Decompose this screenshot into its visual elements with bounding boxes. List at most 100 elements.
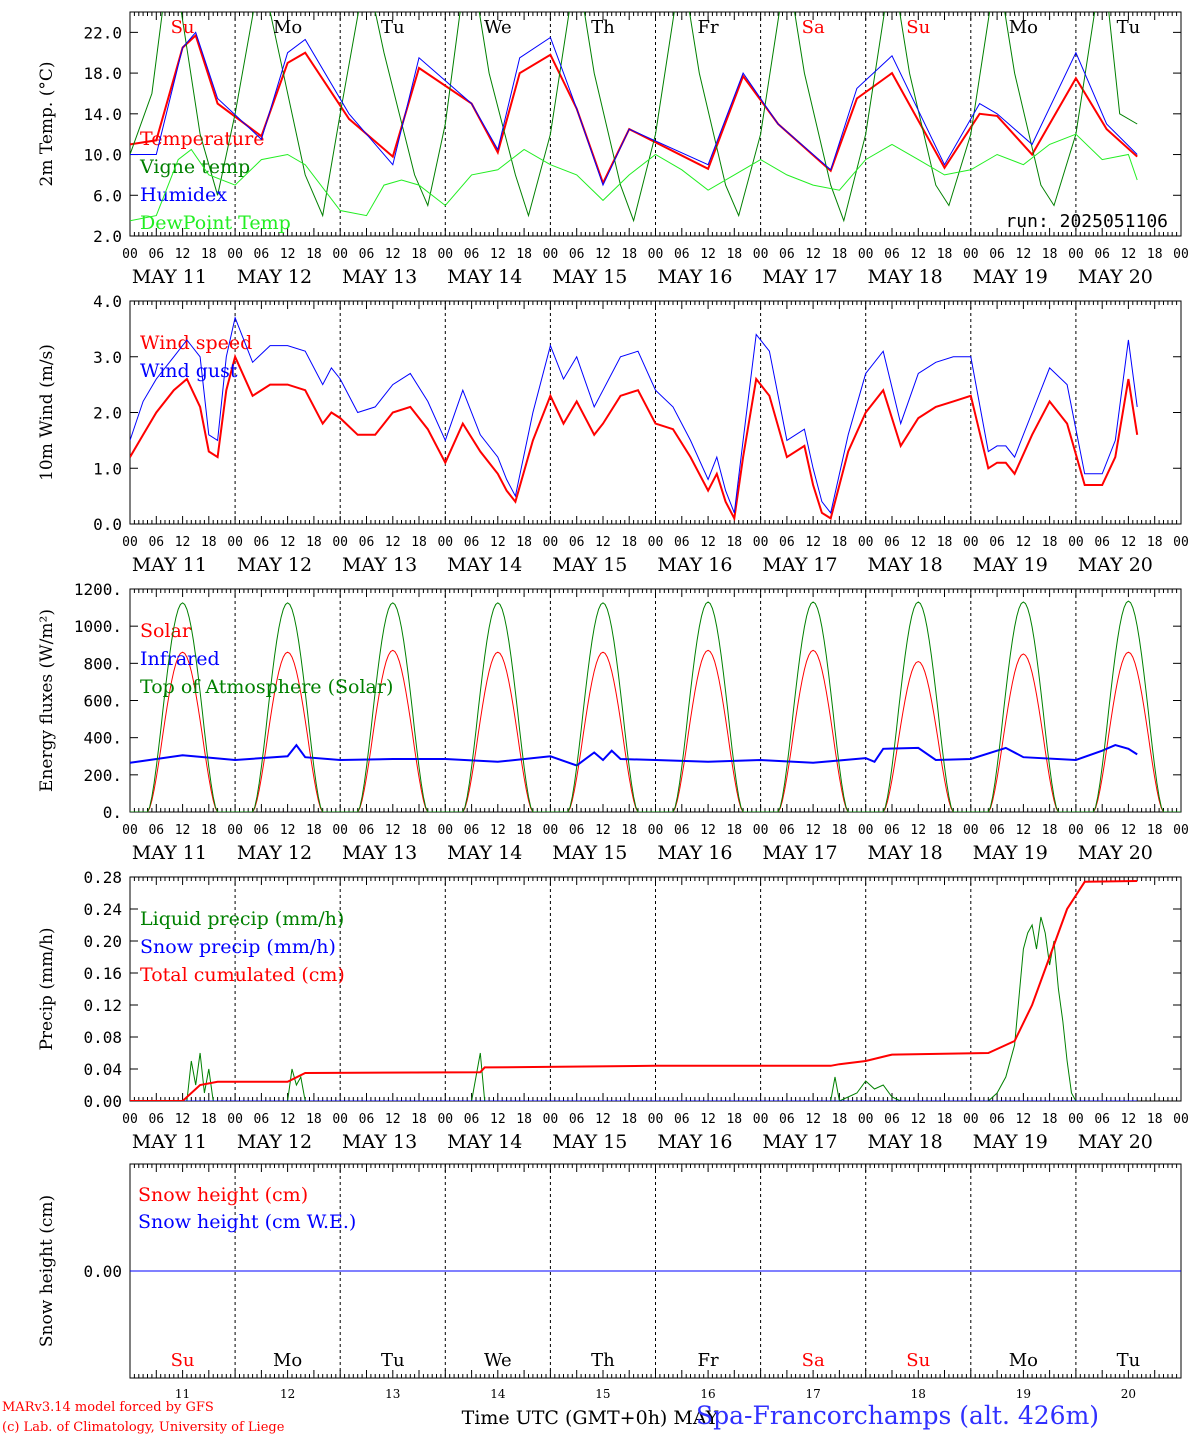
x-date-label: MAY 16 — [657, 554, 732, 576]
x-hour-tick-label: 18 — [832, 823, 848, 838]
x-hour-tick-label: 18 — [306, 247, 322, 262]
x-hour-tick-label: 06 — [359, 535, 375, 550]
x-hour-tick-label: 00 — [1173, 823, 1189, 838]
y-tick-label: 600. — [83, 692, 122, 711]
x-hour-tick-label: 18 — [1042, 247, 1058, 262]
x-hour-tick-label: 12 — [1121, 1112, 1137, 1127]
y-axis-label: Snow height (cm) — [37, 1195, 57, 1347]
x-hour-tick-label: 06 — [148, 823, 164, 838]
x-hour-tick-label: 12 — [490, 247, 506, 262]
x-hour-tick-label: 18 — [201, 535, 217, 550]
legend-entry: Humidex — [140, 184, 227, 206]
x-hour-tick-label: 00 — [437, 1112, 453, 1127]
x-date-label: MAY 19 — [973, 266, 1048, 288]
x-hour-tick-label: 06 — [1094, 535, 1110, 550]
series-line-solar — [130, 649, 1181, 812]
x-hour-tick-label: 06 — [464, 1112, 480, 1127]
legend-entry: Vigne temp — [139, 156, 250, 178]
x-date-label: MAY 20 — [1078, 842, 1153, 864]
x-day-number: 19 — [1016, 1387, 1031, 1401]
x-hour-tick-label: 06 — [148, 535, 164, 550]
y-axis-label: Precip (mm/h) — [37, 927, 57, 1050]
x-hour-tick-label: 06 — [148, 1112, 164, 1127]
x-hour-tick-label: 06 — [254, 535, 270, 550]
y-tick-label: 4.0 — [93, 292, 122, 311]
lab-credit: (c) Lab. of Climatology, University of L… — [2, 1420, 285, 1435]
x-hour-tick-label: 12 — [490, 823, 506, 838]
x-date-label: MAY 17 — [762, 842, 837, 864]
x-hour-tick-label: 00 — [963, 247, 979, 262]
hour-ticks — [129, 589, 1182, 812]
x-hour-tick-label: 18 — [411, 247, 427, 262]
x-hour-tick-label: 06 — [254, 823, 270, 838]
x-hour-tick-label: 06 — [1094, 1112, 1110, 1127]
x-date-label: MAY 11 — [132, 554, 207, 576]
x-day-number: 20 — [1121, 1387, 1136, 1401]
x-hour-tick-label: 12 — [910, 823, 926, 838]
x-date-label: MAY 14 — [447, 842, 522, 864]
x-hour-tick-label: 00 — [122, 823, 138, 838]
x-hour-tick-label: 00 — [543, 535, 559, 550]
x-hour-tick-label: 18 — [201, 823, 217, 838]
x-date-label: MAY 14 — [447, 1131, 522, 1153]
panel-frame — [129, 588, 1182, 813]
y-tick-label: 0.16 — [83, 964, 122, 983]
x-hour-tick-label: 00 — [332, 1112, 348, 1127]
x-hour-tick-label: 00 — [753, 823, 769, 838]
x-hour-tick-label: 00 — [963, 1112, 979, 1127]
x-hour-tick-label: 00 — [437, 247, 453, 262]
y-tick-label: 0.08 — [83, 1028, 122, 1047]
x-hour-tick-label: 00 — [1173, 535, 1189, 550]
y-tick-label: 18.0 — [83, 64, 122, 83]
x-hour-tick-label: 18 — [832, 247, 848, 262]
x-date-label: MAY 17 — [762, 554, 837, 576]
x-hour-tick-label: 12 — [595, 535, 611, 550]
x-hour-tick-label: 18 — [516, 823, 532, 838]
legend-entry: Solar — [140, 620, 192, 642]
weekday-label: Fr — [698, 17, 719, 38]
weekday-label: Su — [171, 17, 195, 38]
x-date-label: MAY 12 — [237, 842, 312, 864]
x-hour-tick-label: 00 — [227, 1112, 243, 1127]
x-date-label: MAY 13 — [342, 1131, 417, 1153]
x-date-label: MAY 15 — [552, 554, 627, 576]
series-line-total-cumulated-cm- — [130, 880, 1138, 1101]
x-day-number: 13 — [385, 1387, 400, 1401]
x-hour-tick-label: 12 — [1016, 1112, 1032, 1127]
x-hour-tick-label: 18 — [726, 247, 742, 262]
legend-entry: Temperature — [140, 128, 264, 150]
y-tick-label: 0.00 — [83, 1092, 122, 1111]
x-hour-tick-label: 18 — [1042, 823, 1058, 838]
x-hour-tick-label: 18 — [411, 535, 427, 550]
x-hour-tick-label: 06 — [779, 1112, 795, 1127]
x-hour-tick-label: 00 — [753, 1112, 769, 1127]
x-hour-tick-label: 06 — [569, 247, 585, 262]
weekday-label: Th — [591, 1350, 615, 1371]
x-date-label: MAY 17 — [762, 1131, 837, 1153]
x-hour-tick-label: 06 — [464, 535, 480, 550]
x-day-number: 18 — [911, 1387, 926, 1401]
y-tick-label: 800. — [83, 654, 122, 673]
x-hour-tick-label: 06 — [359, 823, 375, 838]
x-hour-tick-label: 00 — [332, 247, 348, 262]
x-hour-tick-label: 00 — [332, 535, 348, 550]
x-hour-tick-label: 12 — [805, 1112, 821, 1127]
y-tick-label: 1000. — [74, 617, 122, 636]
x-hour-tick-label: 12 — [595, 247, 611, 262]
x-hour-tick-label: 12 — [1016, 823, 1032, 838]
x-hour-tick-label: 06 — [674, 535, 690, 550]
hour-ticks — [129, 1164, 1182, 1378]
x-date-label: MAY 14 — [447, 554, 522, 576]
y-tick-label: 0. — [103, 803, 122, 822]
x-hour-tick-label: 00 — [332, 823, 348, 838]
x-hour-tick-label: 18 — [937, 823, 953, 838]
weekday-label: Tu — [381, 1350, 405, 1371]
x-hour-tick-label: 18 — [1147, 247, 1163, 262]
x-hour-tick-label: 12 — [280, 535, 296, 550]
x-hour-tick-label: 06 — [569, 1112, 585, 1127]
x-hour-tick-label: 00 — [858, 535, 874, 550]
x-hour-tick-label: 18 — [621, 823, 637, 838]
x-hour-tick-label: 12 — [385, 247, 401, 262]
x-hour-tick-label: 06 — [359, 247, 375, 262]
y-tick-label: 1200. — [74, 580, 122, 599]
